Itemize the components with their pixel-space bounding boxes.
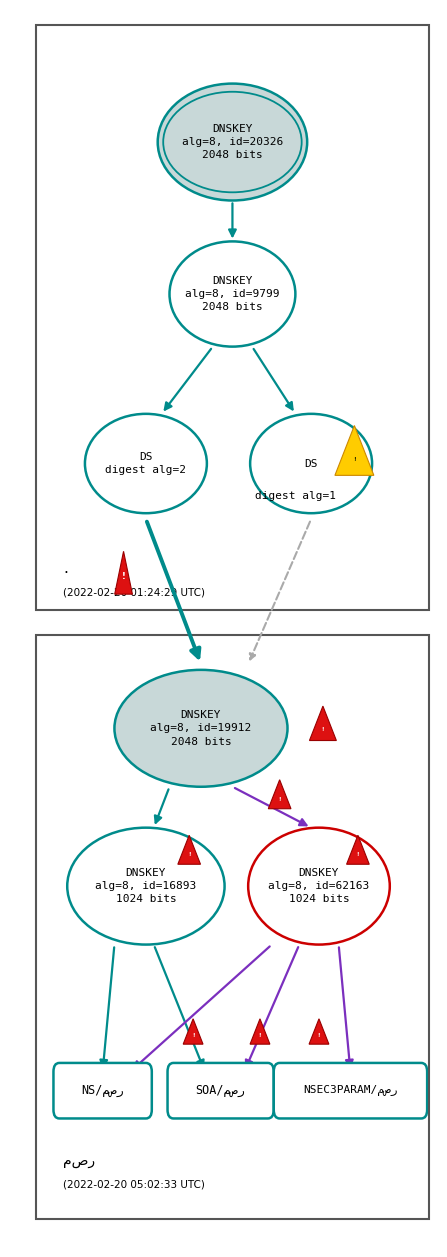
Text: NSEC3PARAM/مصر: NSEC3PARAM/مصر [303,1085,398,1096]
Text: DNSKEY
alg=8, id=19912
2048 bits: DNSKEY alg=8, id=19912 2048 bits [150,710,252,747]
Text: !: ! [357,852,359,857]
Text: digest alg=1: digest alg=1 [255,490,336,500]
Text: DS
digest alg=2: DS digest alg=2 [105,453,186,475]
Text: !: ! [353,456,356,461]
Ellipse shape [67,827,224,944]
Ellipse shape [250,414,372,513]
Text: مصر: مصر [63,1154,95,1168]
Text: !: ! [122,572,126,581]
Text: !: ! [259,1033,261,1038]
Text: SOA/مصر: SOA/مصر [196,1085,245,1097]
FancyBboxPatch shape [168,1063,274,1119]
Polygon shape [346,835,369,865]
Polygon shape [250,1019,270,1045]
Text: .: . [63,561,68,576]
Ellipse shape [158,84,307,201]
Polygon shape [178,835,201,865]
Text: !: ! [188,852,190,857]
Text: !: ! [318,1033,320,1038]
Text: DNSKEY
alg=8, id=62163
1024 bits: DNSKEY alg=8, id=62163 1024 bits [268,867,370,904]
Text: DNSKEY
alg=8, id=9799
2048 bits: DNSKEY alg=8, id=9799 2048 bits [185,275,280,312]
Text: (2022-02-20 01:24:29 UTC): (2022-02-20 01:24:29 UTC) [63,587,205,597]
Polygon shape [335,426,374,475]
Text: NS/مصر: NS/مصر [81,1085,124,1097]
Text: (2022-02-20 05:02:33 UTC): (2022-02-20 05:02:33 UTC) [63,1179,205,1189]
FancyBboxPatch shape [274,1063,427,1119]
Text: !: ! [322,727,324,732]
Ellipse shape [248,827,390,944]
Ellipse shape [85,414,207,513]
Polygon shape [115,552,132,595]
Text: DNSKEY
alg=8, id=20326
2048 bits: DNSKEY alg=8, id=20326 2048 bits [182,124,283,160]
Text: !: ! [192,1033,194,1038]
Polygon shape [183,1019,203,1045]
Polygon shape [309,1019,329,1045]
Polygon shape [268,779,291,808]
Text: !: ! [278,797,281,802]
Text: DS: DS [304,459,318,469]
Text: DNSKEY
alg=8, id=16893
1024 bits: DNSKEY alg=8, id=16893 1024 bits [95,867,197,904]
Polygon shape [309,706,336,740]
FancyBboxPatch shape [54,1063,152,1119]
Ellipse shape [169,241,295,347]
Ellipse shape [114,670,287,787]
